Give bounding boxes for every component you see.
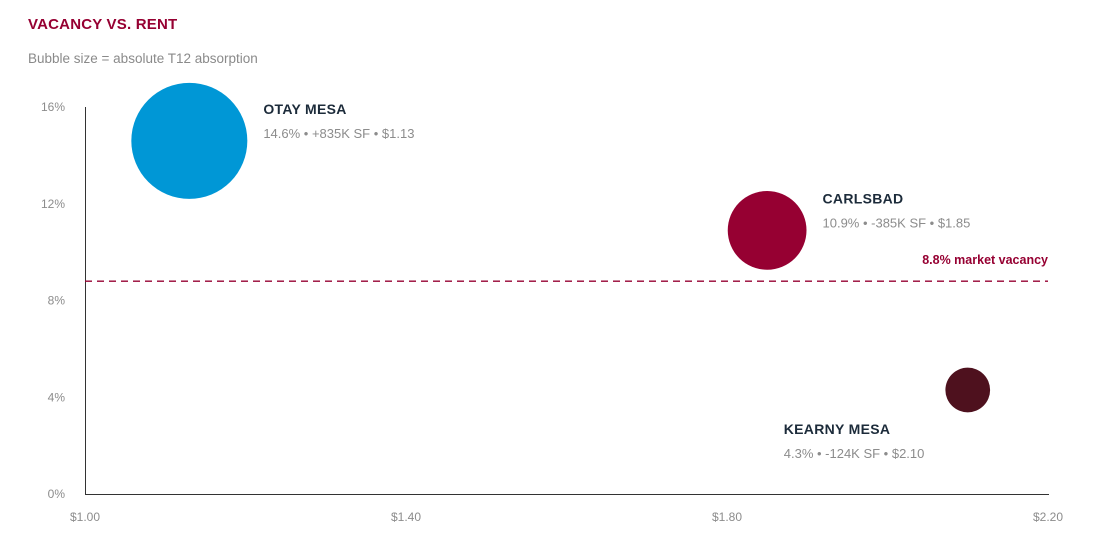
x-tick-label: $1.00 xyxy=(70,510,100,524)
bubble-detail: 4.3% • -124K SF • $2.10 xyxy=(784,446,925,461)
x-tick-label: $1.40 xyxy=(391,510,421,524)
bubble-detail: 14.6% • +835K SF • $1.13 xyxy=(263,126,414,141)
y-tick-label: 16% xyxy=(41,100,65,114)
bubble-kearny-mesa xyxy=(945,367,991,413)
chart-subtitle: Bubble size = absolute T12 absorption xyxy=(28,51,258,66)
y-tick-label: 4% xyxy=(48,390,66,404)
bubble-otay-mesa xyxy=(131,82,248,199)
y-tick-label: 8% xyxy=(48,294,66,308)
x-tick-label: $1.80 xyxy=(712,510,742,524)
bubble-detail: 10.9% • -385K SF • $1.85 xyxy=(823,215,971,230)
market-vacancy-label: 8.8% market vacancy xyxy=(922,253,1048,267)
bubble-label: KEARNY MESA xyxy=(784,421,891,437)
chart-title: VACANCY VS. RENT xyxy=(28,16,178,33)
bubble-carlsbad xyxy=(727,190,807,270)
y-tick-label: 12% xyxy=(41,197,65,211)
y-tick-label: 0% xyxy=(48,487,66,501)
bubble-label: OTAY MESA xyxy=(263,101,346,117)
bubble-label: CARLSBAD xyxy=(823,190,904,206)
x-tick-label: $2.20 xyxy=(1033,510,1063,524)
